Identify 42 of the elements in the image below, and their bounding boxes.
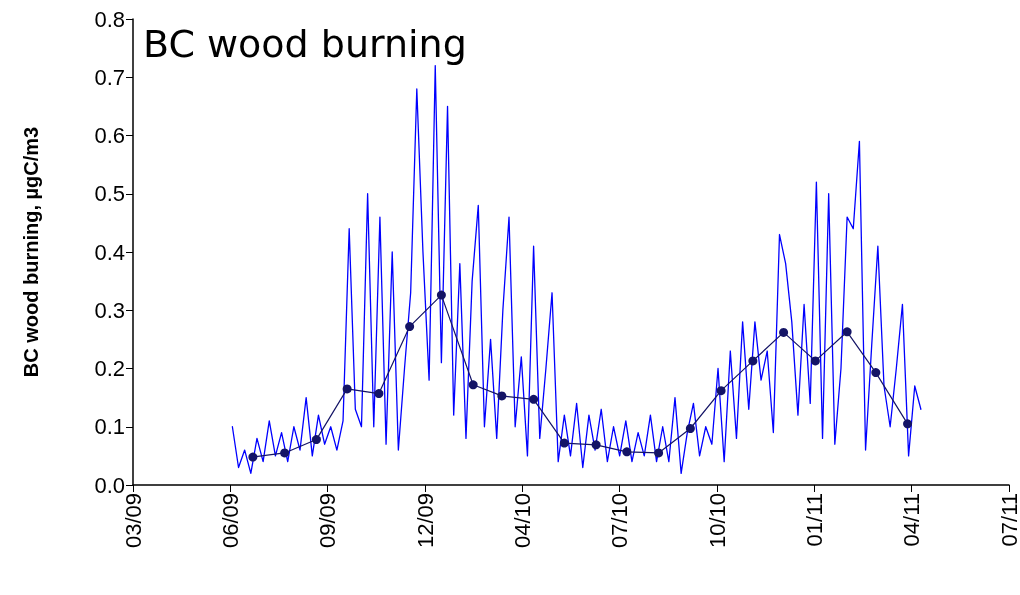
point [622,447,632,457]
y-tick-label: 0.8 [94,6,125,32]
point [529,394,539,404]
point [311,435,321,445]
y-tick-label: 0.3 [94,297,125,323]
line-series [231,64,922,474]
point [468,380,478,390]
x-tick-label: 12/09 [412,493,438,549]
point [342,384,352,394]
y-tick-label: 0.5 [94,181,125,207]
x-tick-label: 04/10 [509,493,535,549]
x-tick-label: 07/10 [607,493,633,549]
point [591,440,601,450]
x-tick-label: 01/11 [801,493,827,547]
point [748,356,758,366]
y-tick-label: 0.4 [94,239,125,265]
point [779,327,789,337]
y-tick-label: 0.1 [94,414,125,440]
y-tick-label: 0.7 [94,64,125,90]
y-tick-label: 0.6 [94,123,125,148]
point [248,452,258,462]
point [374,389,384,399]
point [842,327,852,337]
point [871,368,881,378]
x-tick-label: 09/09 [315,493,341,549]
point [497,391,507,401]
x-tick-label: 06/09 [217,493,243,549]
point [810,356,820,366]
point [559,438,569,448]
point [685,424,695,433]
point [903,419,913,429]
point [405,322,415,332]
chart-title: BC wood burning [143,22,467,66]
y-axis-title: BC wood burning, µgC/m3 [20,126,42,378]
y-tick-label: 0.2 [94,356,125,381]
x-tick-label: 07/11 [996,493,1020,547]
x-tick-label: 04/11 [899,493,925,547]
x-tick-label: 10/10 [704,493,730,549]
point [280,448,290,458]
point [716,386,726,396]
point [436,290,446,300]
point [654,448,664,458]
